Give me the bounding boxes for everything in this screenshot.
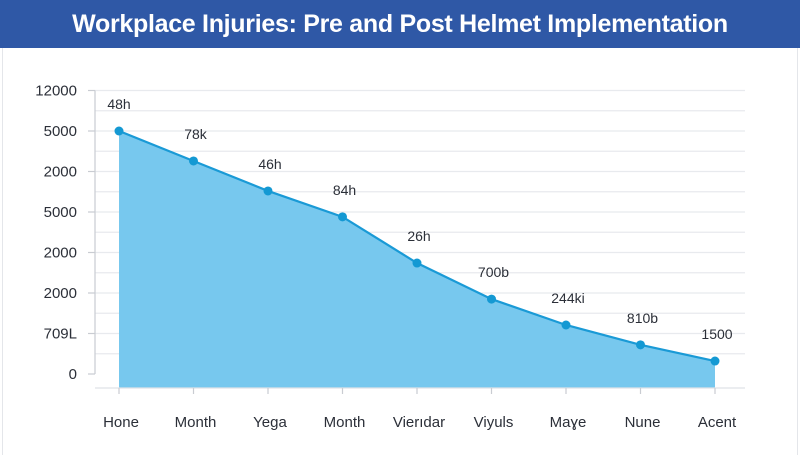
x-tick-label: Viyuls (474, 414, 514, 431)
data-point (710, 356, 720, 366)
x-tick-label: Maɣe (550, 414, 587, 431)
data-label: 244ki (551, 290, 584, 306)
chart-frame (2, 48, 798, 455)
data-label: 810b (627, 310, 658, 326)
y-tick-label: 5000 (44, 204, 77, 221)
data-point (263, 186, 273, 196)
x-tick-label: Yega (253, 414, 287, 431)
x-tick-label: Hone (103, 414, 139, 431)
data-point (338, 212, 347, 222)
data-label: 26h (407, 228, 430, 244)
data-point (189, 156, 198, 166)
y-tick-label: 2000 (44, 285, 77, 302)
data-label: 48h (107, 96, 130, 112)
y-tick-label: 709L (44, 326, 77, 343)
x-tick-label: Nune (625, 414, 661, 431)
data-point (412, 258, 422, 268)
y-tick-label: 0 (69, 366, 77, 383)
y-tick-label: 2000 (44, 164, 77, 181)
data-label: 1500 (701, 326, 732, 342)
data-point (636, 340, 645, 350)
x-tick-label: Month (324, 414, 366, 431)
x-tick-label: Vierıdar (393, 414, 445, 431)
data-point (487, 294, 496, 304)
x-tick-label: Acent (698, 414, 737, 431)
data-point (114, 126, 124, 136)
y-tick-label: 2000 (44, 245, 77, 262)
y-tick-label: 12000 (35, 83, 77, 100)
y-tick-label: 5000 (44, 123, 77, 140)
data-label: 78k (184, 126, 208, 142)
data-label: 46h (258, 156, 281, 172)
data-point (561, 320, 571, 330)
chart-title: Workplace Injuries: Pre and Post Helmet … (72, 9, 728, 38)
title-bar: Workplace Injuries: Pre and Post Helmet … (0, 0, 800, 48)
data-label: 84h (333, 182, 356, 198)
x-tick-label: Month (175, 414, 217, 431)
data-label: 700b (478, 264, 509, 280)
